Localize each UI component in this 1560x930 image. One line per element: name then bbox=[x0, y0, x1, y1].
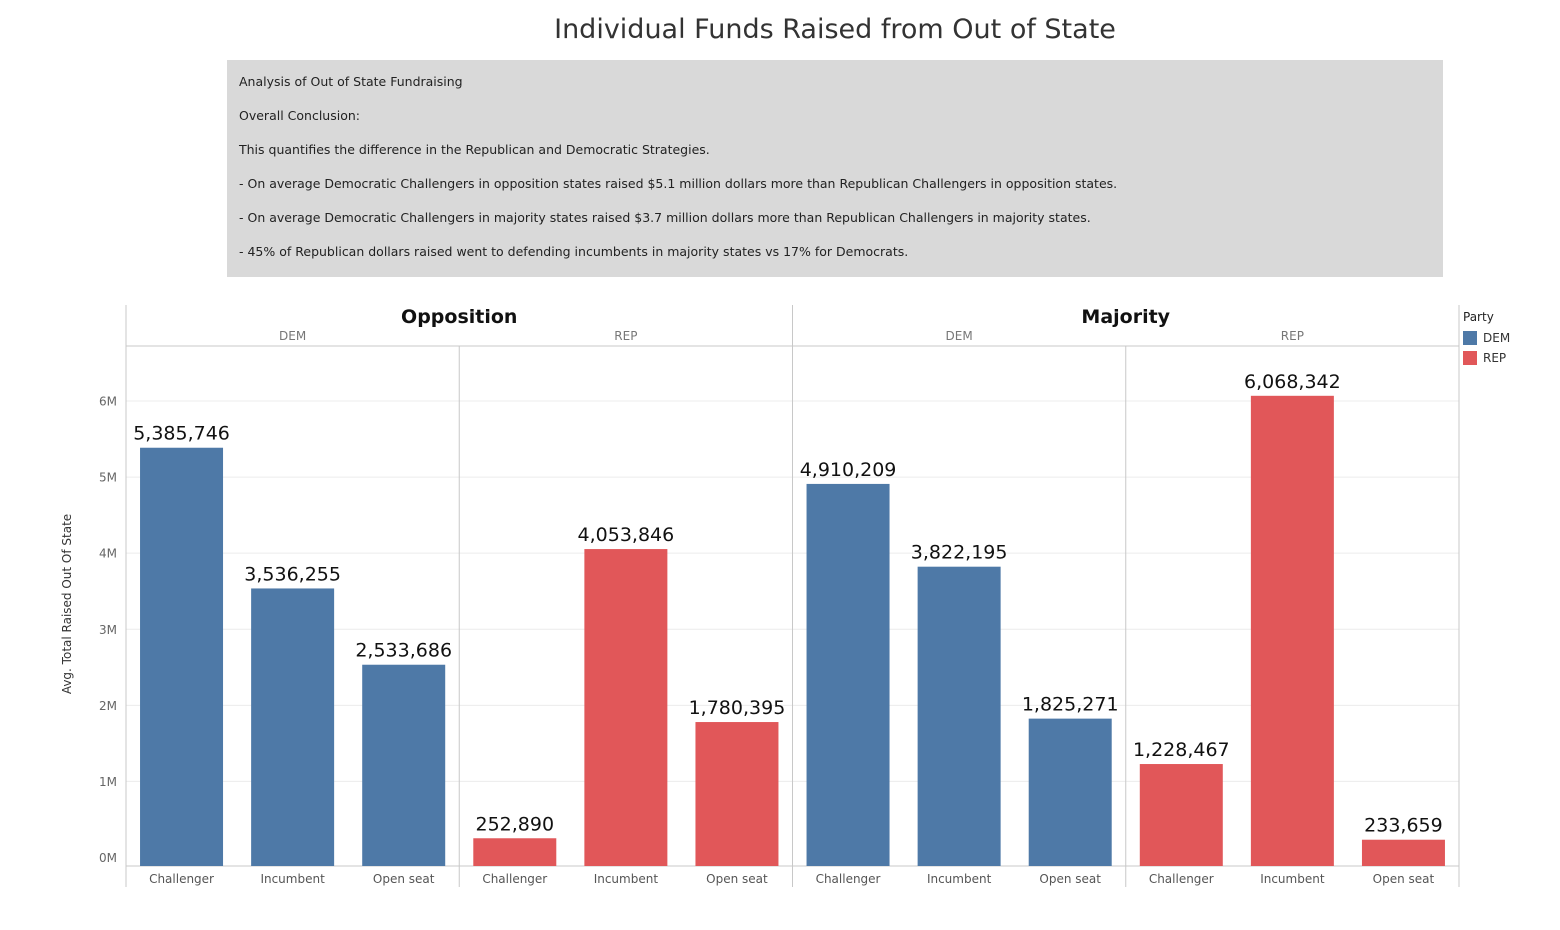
data-label: 3,536,255 bbox=[244, 563, 341, 585]
x-tick-label: Challenger bbox=[816, 872, 881, 886]
y-tick-label: 5M bbox=[99, 471, 117, 485]
bar bbox=[140, 447, 224, 866]
legend-label-rep: REP bbox=[1483, 351, 1507, 365]
data-label: 252,890 bbox=[476, 813, 555, 835]
data-label: 1,780,395 bbox=[689, 697, 786, 719]
x-tick-label: Incumbent bbox=[594, 872, 659, 886]
bar bbox=[584, 549, 668, 866]
group-title: Opposition bbox=[401, 306, 517, 328]
data-label: 1,228,467 bbox=[1133, 739, 1230, 761]
note-line-summary: This quantifies the difference in the Re… bbox=[239, 142, 710, 157]
bar bbox=[1361, 839, 1445, 866]
x-tick-label: Open seat bbox=[373, 872, 435, 886]
bar bbox=[917, 566, 1001, 866]
bar bbox=[473, 838, 557, 866]
data-label: 4,910,209 bbox=[800, 459, 897, 481]
note-line-heading: Analysis of Out of State Fundraising bbox=[239, 74, 463, 89]
legend-swatch-dem bbox=[1463, 331, 1477, 345]
data-label: 3,822,195 bbox=[911, 542, 1008, 564]
y-tick-label: 2M bbox=[99, 699, 117, 713]
note-line-opposition: - On average Democratic Challengers in o… bbox=[239, 176, 1118, 191]
y-tick-label: 0M bbox=[99, 851, 117, 865]
data-label: 2,533,686 bbox=[355, 640, 452, 662]
y-tick-label: 1M bbox=[99, 775, 117, 789]
legend-item-dem[interactable]: DEM bbox=[1463, 328, 1510, 348]
data-label: 1,825,271 bbox=[1022, 694, 1119, 716]
data-label: 4,053,846 bbox=[578, 524, 675, 546]
party-header-label: DEM bbox=[279, 329, 306, 343]
y-tick-label: 3M bbox=[99, 623, 117, 637]
x-tick-label: Open seat bbox=[1039, 872, 1101, 886]
bar bbox=[806, 483, 890, 866]
legend-title: Party bbox=[1463, 310, 1494, 324]
x-tick-label: Open seat bbox=[706, 872, 768, 886]
legend-swatch-rep bbox=[1463, 351, 1477, 365]
data-label: 6,068,342 bbox=[1244, 371, 1341, 393]
group-title: Majority bbox=[1081, 306, 1170, 328]
x-tick-label: Challenger bbox=[482, 872, 547, 886]
x-tick-label: Incumbent bbox=[927, 872, 992, 886]
bar bbox=[1139, 764, 1223, 866]
x-tick-label: Challenger bbox=[1149, 872, 1214, 886]
x-tick-label: Challenger bbox=[149, 872, 214, 886]
note-line-majority: - On average Democratic Challengers in m… bbox=[239, 210, 1091, 225]
bar bbox=[1028, 718, 1112, 866]
party-header-label: REP bbox=[614, 329, 637, 343]
x-tick-label: Incumbent bbox=[1260, 872, 1325, 886]
legend: Party DEM REP bbox=[1463, 310, 1510, 368]
note-line-conclusion: Overall Conclusion: bbox=[239, 108, 360, 123]
y-tick-label: 6M bbox=[99, 395, 117, 409]
analysis-note: Analysis of Out of State Fundraising Ove… bbox=[227, 60, 1443, 277]
bar bbox=[1250, 395, 1334, 866]
bar bbox=[251, 588, 335, 866]
note-line-incumbents: - 45% of Republican dollars raised went … bbox=[239, 244, 909, 259]
party-header-label: REP bbox=[1281, 329, 1304, 343]
chart-title: Individual Funds Raised from Out of Stat… bbox=[554, 14, 1116, 45]
party-header-label: DEM bbox=[946, 329, 973, 343]
bar bbox=[362, 664, 446, 866]
y-axis-title: Avg. Total Raised Out Of State bbox=[60, 514, 74, 694]
y-tick-label: 4M bbox=[99, 547, 117, 561]
x-tick-label: Incumbent bbox=[260, 872, 325, 886]
data-label: 233,659 bbox=[1364, 815, 1443, 837]
legend-label-dem: DEM bbox=[1483, 331, 1511, 345]
x-tick-label: Open seat bbox=[1373, 872, 1435, 886]
legend-item-rep[interactable]: REP bbox=[1463, 348, 1510, 368]
bar bbox=[695, 722, 779, 866]
data-label: 5,385,746 bbox=[133, 423, 230, 445]
